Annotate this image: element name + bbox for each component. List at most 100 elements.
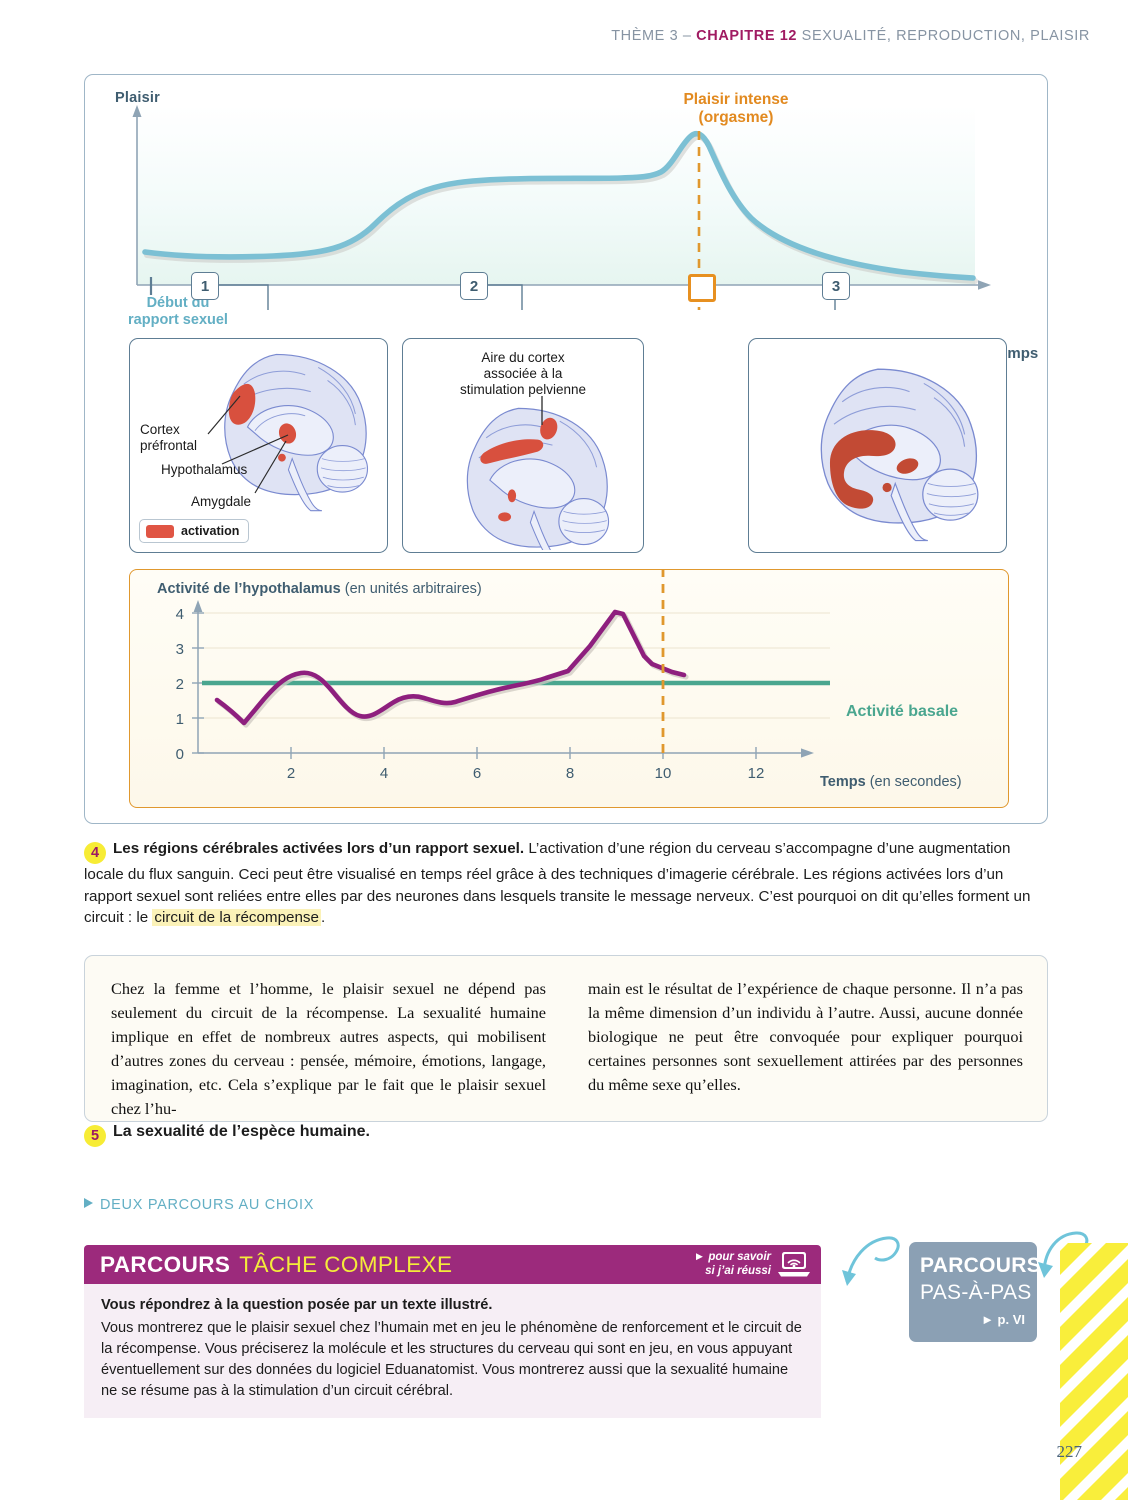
hypothalamus-chart-svg: 0 1 2 3 4 2 4 6 8 10 12 [176, 570, 830, 782]
running-head-chapter: CHAPITRE 12 [696, 28, 798, 44]
text-box-column-2: main est le résultat de l’expérience de … [588, 979, 1023, 1094]
caption-5-text: La sexualité de l’espèce humaine. [113, 1123, 370, 1140]
parcours-header: PARCOURS TÂCHE COMPLEXE ► pour savoir si… [84, 1245, 821, 1284]
hypothalamus-chart-title-bold: Activité de l’hypothalamus [157, 581, 341, 597]
hypothalamus-x-axis-label: Temps (en secondes) [820, 774, 962, 790]
brain-panel-3 [748, 338, 1007, 553]
activation-legend-label: activation [181, 524, 240, 538]
text-box: Chez la femme et l’homme, le plaisir sex… [84, 955, 1048, 1122]
caption-4: 4 Les régions cérébrales activées lors d’… [84, 838, 1046, 929]
brain-panel-2: Aire du cortex associée à la stimulation… [402, 338, 644, 553]
svg-text:3: 3 [176, 641, 184, 658]
parcours-tache-complexe-card: PARCOURS TÂCHE COMPLEXE ► pour savoir si… [84, 1245, 821, 1418]
parcours-body-text: Vous montrerez que le plaisir sexuel che… [101, 1320, 802, 1399]
baseline-label: Activité basale [846, 703, 959, 720]
brain2-title-l1: Aire du cortex [481, 350, 565, 365]
activation-color-swatch [146, 524, 174, 538]
activation-amygdale [278, 453, 286, 462]
peak-label-line2: (orgasme) [698, 108, 774, 126]
running-head-rest: SEXUALITÉ, REPRODUCTION, PLAISIR [797, 28, 1090, 44]
curved-arrow-icon-1 [842, 1236, 900, 1286]
marker-2[interactable]: 2 [460, 272, 488, 300]
brain-diagram-1 [207, 353, 369, 512]
caption-4-lead: Les régions cérébrales activées lors d’u… [113, 840, 525, 857]
deux-parcours-heading: DEUX PARCOURS AU CHOIX [84, 1197, 314, 1213]
pour-savoir-text: ► pour savoir si j’ai réussi [694, 1251, 771, 1279]
activation-cortex-prefrontal [228, 383, 256, 425]
plaisir-chart: Plaisir [85, 75, 1047, 362]
svg-text:0: 0 [176, 746, 184, 763]
text-box-columns: Chez la femme et l’homme, le plaisir sex… [111, 977, 1023, 1121]
plaisir-chart-svg [132, 105, 991, 310]
parcours-title-bold: PARCOURS [100, 1251, 231, 1277]
brain-diagram-3 [820, 368, 979, 542]
triangle-right-icon [84, 1198, 93, 1208]
decorative-stripes [1060, 1243, 1128, 1500]
start-label-line2: rapport sexuel [128, 312, 228, 329]
caption-4-body-2: . [320, 909, 326, 927]
pas-a-pas-page-ref[interactable]: ► p. VI [981, 1312, 1025, 1327]
peak-label: Plaisir intense (orgasme) [621, 91, 851, 127]
brain2-title: Aire du cortex associée à la stimulation… [421, 350, 625, 398]
brain1-label-amygdale: Amygdale [191, 494, 252, 509]
start-label: Début du rapport sexuel [103, 295, 253, 330]
parcours-body: Vous répondrez à la question posée par u… [84, 1284, 821, 1402]
activation-hypothalamus [278, 423, 297, 444]
pour-savoir-line1: ► pour savoir [693, 1250, 771, 1263]
brain1-label-cortex-l2: préfrontal [140, 437, 198, 453]
activation-legend: activation [139, 519, 250, 543]
hypothalamus-chart-title: Activité de l’hypothalamus (en unités ar… [157, 581, 482, 597]
caption-5: 5 La sexualité de l’espèce humaine. [84, 1123, 370, 1147]
brain-panel-1: Cortex préfrontal Hypothalamus Amygdale … [129, 338, 388, 553]
stripes-svg [1060, 1243, 1128, 1500]
brain2-title-l3: stimulation pelvienne [459, 381, 587, 397]
svg-text:2: 2 [287, 765, 295, 782]
plaisir-y-axis-label: Plaisir [115, 90, 160, 106]
svg-text:4: 4 [380, 765, 388, 782]
brain2-title-l2: associée à la [483, 365, 563, 381]
activation-reward-circuit [829, 430, 896, 509]
hypothalamus-x-axis-label-bold: Temps [820, 774, 866, 790]
text-box-column-1: Chez la femme et l’homme, le plaisir sex… [111, 979, 546, 1118]
brain1-label-cortex-l1: Cortex [140, 422, 180, 437]
svg-text:1: 1 [176, 711, 184, 728]
pour-savoir-block[interactable]: ► pour savoir si j’ai réussi [694, 1250, 811, 1279]
activation-pelvic-area [540, 417, 558, 440]
caption-4-highlight: circuit de la récompense [152, 909, 321, 927]
running-head-theme: THÈME 3 – [611, 28, 697, 44]
brain-diagram-2 [466, 396, 610, 550]
figure-frame: Plaisir [84, 74, 1048, 824]
pas-a-pas-line2: PAS-À-PAS [920, 1281, 1032, 1304]
caption-5-number: 5 [84, 1125, 106, 1147]
marker-orgasm[interactable] [688, 274, 716, 302]
svg-text:10: 10 [655, 765, 672, 782]
svg-text:2: 2 [176, 676, 184, 693]
activation-vta [896, 458, 919, 474]
parcours-body-lead: Vous répondrez à la question posée par u… [101, 1297, 493, 1313]
page-number: 227 [1056, 1442, 1083, 1461]
svg-text:8: 8 [566, 765, 574, 782]
pas-a-pas-line1: PARCOURS [920, 1254, 1042, 1277]
hypothalamus-x-axis-label-rest: (en secondes) [865, 774, 962, 790]
hypothalamus-chart-title-rest: (en unités arbitraires) [340, 581, 482, 597]
peak-label-line1: Plaisir intense [683, 91, 789, 108]
brain1-label-hypothalamus: Hypothalamus [161, 462, 248, 477]
activation-deep-1 [507, 489, 517, 503]
marker-3[interactable]: 3 [822, 272, 850, 300]
caption-4-number: 4 [84, 842, 106, 864]
caption-4-body-1: L’activation d’une région du cerveau s’a… [84, 840, 1031, 927]
laptop-wifi-icon [778, 1252, 810, 1277]
parcours-pas-a-pas-card[interactable]: PARCOURS PAS-À-PAS ► p. VI [909, 1242, 1041, 1342]
parcours-title-highlight: TÂCHE COMPLEXE [239, 1251, 453, 1277]
activation-amygdale-3 [882, 482, 892, 493]
hypothalamus-chart: Activité de l’hypothalamus (en unités ar… [129, 569, 1009, 808]
pour-savoir-line2: si j’ai réussi [705, 1264, 771, 1277]
activation-deep-2 [498, 512, 512, 522]
running-head: THÈME 3 – CHAPITRE 12 SEXUALITÉ, REPRODU… [611, 28, 1090, 44]
svg-text:4: 4 [176, 606, 184, 623]
marker-1[interactable]: 1 [191, 272, 219, 300]
brain1-label-cortex: Cortex préfrontal [140, 422, 197, 453]
svg-text:6: 6 [473, 765, 481, 782]
deux-parcours-label: DEUX PARCOURS AU CHOIX [100, 1197, 315, 1213]
